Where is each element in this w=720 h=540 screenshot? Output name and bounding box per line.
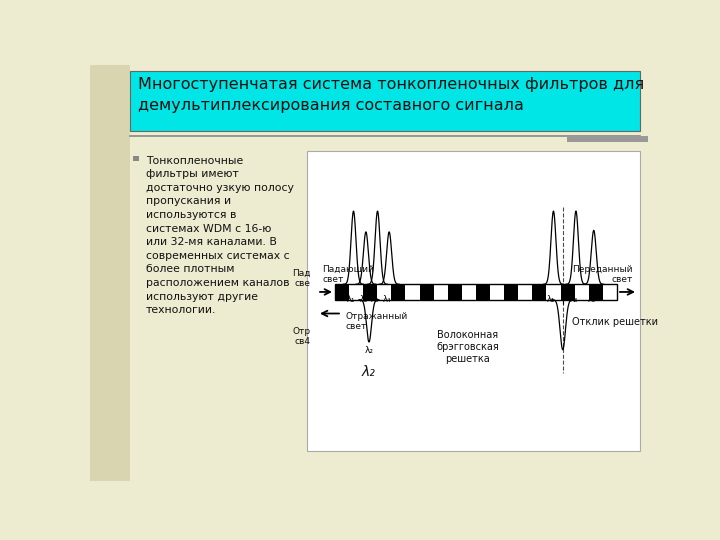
Text: λ₄: λ₄ <box>382 295 391 304</box>
Bar <box>433 284 448 300</box>
Text: Переданный
свет: Переданный свет <box>572 265 632 284</box>
Bar <box>307 151 640 451</box>
Bar <box>448 284 462 300</box>
Bar <box>567 137 648 142</box>
Bar <box>518 284 532 300</box>
Bar <box>532 284 546 300</box>
Bar <box>90 65 130 481</box>
Text: λ₂: λ₂ <box>362 365 376 379</box>
Text: Отклик решетки: Отклик решетки <box>572 316 658 327</box>
Text: λ₂: λ₂ <box>588 295 595 304</box>
Bar <box>476 284 490 300</box>
Bar <box>603 284 617 300</box>
Text: Отр
св4: Отр св4 <box>293 327 311 346</box>
Bar <box>363 284 377 300</box>
Bar <box>130 71 640 131</box>
Text: λ₁: λ₁ <box>347 295 356 304</box>
Bar <box>504 284 518 300</box>
Text: Тонкопленочные
фильтры имеют
достаточно узкую полосу
пропускания и
используются : Тонкопленочные фильтры имеют достаточно … <box>145 156 294 315</box>
Bar <box>420 284 433 300</box>
Text: λ₂: λ₂ <box>364 346 374 355</box>
Bar <box>377 284 392 300</box>
Text: λ₂: λ₂ <box>359 295 368 304</box>
Bar <box>546 284 561 300</box>
Text: Пад
свe: Пад свe <box>292 269 311 288</box>
Bar <box>490 284 504 300</box>
Bar <box>349 284 363 300</box>
Bar <box>575 284 589 300</box>
Bar <box>462 284 476 300</box>
Bar <box>335 284 617 300</box>
Text: Многоступенчатая система тонкопленочных фильтров для
демультиплексирования соста: Многоступенчатая система тонкопленочных … <box>138 77 644 113</box>
Text: λ₃: λ₃ <box>570 295 577 304</box>
Bar <box>561 284 575 300</box>
Bar <box>392 284 405 300</box>
Bar <box>589 284 603 300</box>
Text: λ₃: λ₃ <box>371 295 379 304</box>
Text: Волоконная
брэгговская
решетка: Волоконная брэгговская решетка <box>436 330 499 363</box>
Bar <box>335 284 349 300</box>
Text: λ₁: λ₁ <box>547 295 555 304</box>
Text: Падающий
свет: Падающий свет <box>323 265 374 284</box>
Bar <box>133 156 139 161</box>
Text: Отражанный
свет: Отражанный свет <box>346 312 408 332</box>
Bar <box>405 284 420 300</box>
